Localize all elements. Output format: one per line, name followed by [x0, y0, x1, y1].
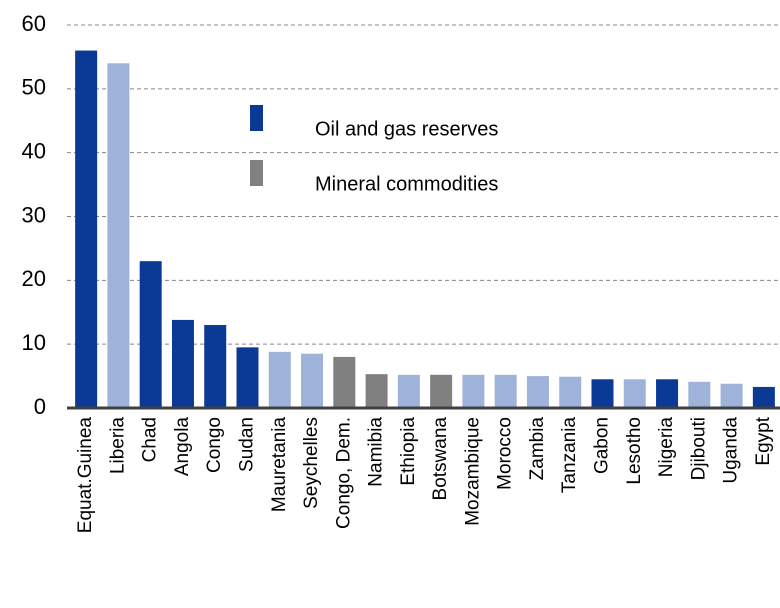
- bar: [107, 63, 130, 409]
- bar: [494, 374, 517, 408]
- x-tick-label: Gabon: [592, 417, 613, 474]
- x-tick-label: Seychelles: [301, 417, 322, 509]
- x-tick-label: Lesotho: [624, 417, 645, 485]
- bar: [397, 374, 420, 408]
- bar: [75, 50, 98, 409]
- x-tick-label: Ethiopia: [398, 417, 419, 486]
- x-tick-label: Tanzania: [559, 417, 580, 493]
- y-tick-label: 30: [22, 202, 46, 227]
- bar: [333, 356, 356, 408]
- x-tick-label: Morocco: [495, 417, 516, 490]
- bar: [204, 325, 227, 408]
- y-tick-label: 10: [22, 330, 46, 355]
- bar: [365, 374, 388, 408]
- bar: [462, 374, 485, 408]
- legend-swatch: [250, 160, 263, 186]
- bar: [720, 383, 743, 408]
- x-tick-label: Sudan: [237, 417, 258, 472]
- x-tick-label: Liberia: [107, 417, 128, 474]
- x-tick-label: Congo, Dem.: [333, 417, 354, 529]
- x-tick-label: Chad: [140, 417, 161, 462]
- bar: [688, 381, 711, 408]
- bar: [752, 386, 775, 408]
- x-tick-label: Nigeria: [656, 417, 677, 478]
- x-tick-label: Botswana: [430, 417, 451, 501]
- x-tick-label: Djibouti: [688, 417, 709, 480]
- bar: [268, 351, 291, 408]
- bar: [526, 376, 549, 408]
- x-tick-label: Angola: [172, 417, 193, 477]
- y-tick-label: 20: [22, 266, 46, 291]
- x-tick-label: Namibia: [366, 417, 387, 487]
- y-tick-label: 50: [22, 75, 46, 100]
- legend-label: Oil and gas reserves: [315, 118, 498, 140]
- y-tick-label: 60: [22, 11, 46, 36]
- x-tick-label: Mozambique: [462, 417, 483, 526]
- bar: [301, 353, 324, 408]
- bar: [656, 379, 679, 408]
- x-tick-label: Uganda: [721, 417, 742, 484]
- x-tick-label: Zambia: [527, 417, 548, 481]
- bar: [139, 261, 162, 408]
- x-tick-label: Egypt: [753, 416, 774, 465]
- y-tick-label: 40: [22, 138, 46, 163]
- bar: [171, 319, 194, 408]
- legend-swatch: [250, 105, 263, 131]
- bar: [623, 379, 646, 408]
- y-tick-label: 0: [34, 394, 46, 419]
- legend-label: Mineral commodities: [315, 173, 498, 195]
- bar: [559, 376, 582, 408]
- x-tick-label: Mauretania: [269, 417, 290, 512]
- bar: [430, 374, 453, 408]
- x-tick-label: Equat.Guinea: [75, 417, 96, 534]
- x-tick-label: Congo: [204, 417, 225, 473]
- bar: [236, 347, 259, 408]
- bar: [591, 379, 614, 408]
